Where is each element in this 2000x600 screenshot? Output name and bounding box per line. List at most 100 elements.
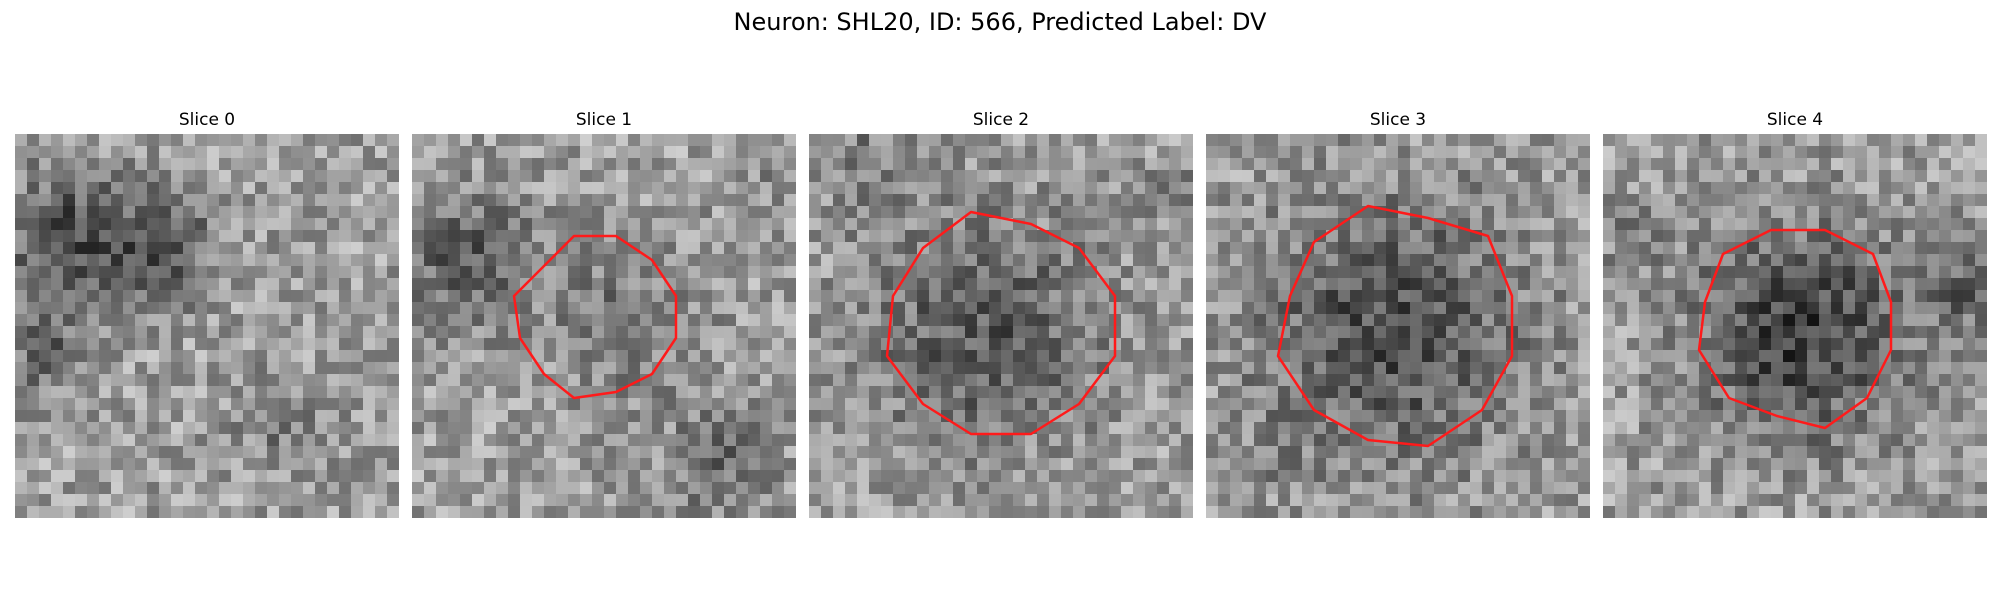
image-pixel — [1398, 278, 1411, 291]
image-pixel — [953, 398, 966, 411]
image-pixel — [1025, 374, 1038, 387]
image-pixel — [1518, 398, 1531, 411]
image-pixel — [1711, 434, 1724, 447]
image-pixel — [1615, 374, 1628, 387]
image-pixel — [1049, 134, 1062, 147]
image-pixel — [1927, 266, 1940, 279]
image-pixel — [1482, 362, 1495, 375]
image-pixel — [351, 278, 364, 291]
image-pixel — [1121, 158, 1134, 171]
image-pixel — [1951, 278, 1964, 291]
image-pixel — [1627, 278, 1640, 291]
image-pixel — [1242, 470, 1255, 483]
image-pixel — [1230, 410, 1243, 423]
image-pixel — [171, 278, 184, 291]
image-pixel — [1578, 194, 1590, 207]
image-pixel — [869, 374, 882, 387]
image-pixel — [1639, 326, 1652, 339]
image-pixel — [1350, 410, 1363, 423]
image-pixel — [1951, 362, 1964, 375]
image-pixel — [1422, 242, 1435, 255]
image-pixel — [1374, 446, 1387, 459]
image-pixel — [1615, 350, 1628, 363]
image-pixel — [1711, 386, 1724, 399]
image-pixel — [1879, 158, 1892, 171]
image-pixel — [111, 242, 124, 255]
image-pixel — [1061, 386, 1074, 399]
image-pixel — [700, 278, 713, 291]
image-pixel — [1181, 446, 1193, 459]
image-pixel — [652, 374, 665, 387]
image-pixel — [1939, 338, 1952, 351]
image-pixel — [965, 386, 978, 399]
image-pixel — [1927, 158, 1940, 171]
image-pixel — [147, 482, 160, 495]
image-pixel — [652, 482, 665, 495]
image-pixel — [1422, 374, 1435, 387]
image-pixel — [267, 170, 280, 183]
image-pixel — [111, 230, 124, 243]
image-pixel — [1037, 242, 1050, 255]
image-pixel — [1085, 314, 1098, 327]
image-pixel — [1771, 290, 1784, 303]
image-pixel — [640, 446, 653, 459]
image-pixel — [243, 314, 256, 327]
image-pixel — [99, 194, 112, 207]
image-pixel — [448, 278, 461, 291]
image-pixel — [905, 314, 918, 327]
image-pixel — [580, 470, 593, 483]
image-pixel — [351, 398, 364, 411]
image-pixel — [135, 314, 148, 327]
image-pixel — [1097, 398, 1110, 411]
image-pixel — [893, 434, 906, 447]
image-pixel — [1049, 218, 1062, 231]
image-pixel — [869, 494, 882, 507]
image-pixel — [1350, 374, 1363, 387]
image-pixel — [1097, 290, 1110, 303]
image-pixel — [1795, 254, 1808, 267]
image-pixel — [99, 290, 112, 303]
image-pixel — [1157, 506, 1170, 518]
image-pixel — [1627, 206, 1640, 219]
image-pixel — [195, 326, 208, 339]
image-pixel — [195, 338, 208, 351]
image-pixel — [568, 314, 581, 327]
image-pixel — [219, 206, 232, 219]
image-pixel — [147, 374, 160, 387]
image-pixel — [39, 326, 52, 339]
image-pixel — [15, 374, 28, 387]
image-pixel — [1386, 266, 1399, 279]
image-pixel — [700, 230, 713, 243]
image-pixel — [1338, 206, 1351, 219]
image-pixel — [472, 458, 485, 471]
image-pixel — [1242, 338, 1255, 351]
image-pixel — [1242, 134, 1255, 147]
image-pixel — [857, 470, 870, 483]
image-pixel — [1771, 218, 1784, 231]
image-pixel — [1302, 182, 1315, 195]
image-pixel — [905, 242, 918, 255]
image-pixel — [51, 362, 64, 375]
image-pixel — [1951, 266, 1964, 279]
image-pixel — [1446, 470, 1459, 483]
image-pixel — [496, 410, 509, 423]
image-pixel — [1891, 410, 1904, 423]
image-pixel — [63, 482, 76, 495]
image-pixel — [1723, 374, 1736, 387]
image-pixel — [87, 434, 100, 447]
image-pixel — [700, 314, 713, 327]
image-pixel — [87, 338, 100, 351]
image-pixel — [1302, 362, 1315, 375]
image-pixel — [1494, 386, 1507, 399]
image-pixel — [327, 338, 340, 351]
image-pixel — [1206, 374, 1219, 387]
image-pixel — [1157, 194, 1170, 207]
image-pixel — [1831, 302, 1844, 315]
image-pixel — [1206, 266, 1219, 279]
image-pixel — [207, 314, 220, 327]
image-pixel — [1795, 182, 1808, 195]
image-pixel — [472, 506, 485, 518]
image-pixel — [616, 410, 629, 423]
image-pixel — [1049, 314, 1062, 327]
image-pixel — [1338, 242, 1351, 255]
